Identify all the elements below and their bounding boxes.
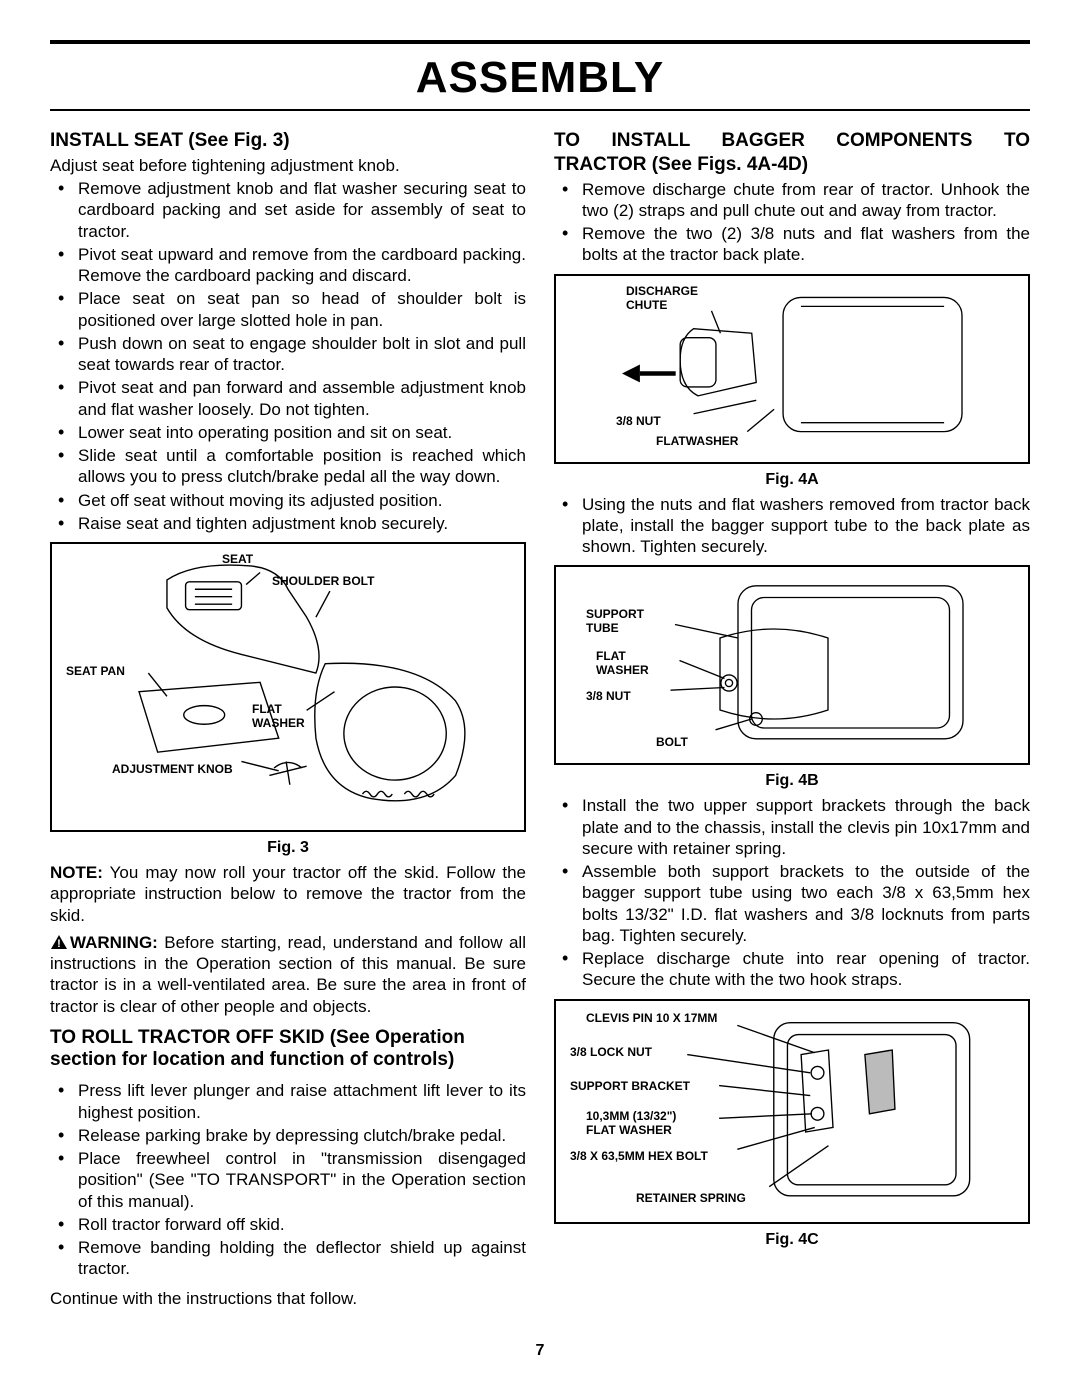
figure-3-box: SEAT SHOULDER BOLT SEAT PAN FLAT WASHER … bbox=[50, 542, 526, 832]
list-item: Lower seat into operating position and s… bbox=[50, 422, 526, 443]
list-item: Remove banding holding the deflector shi… bbox=[50, 1237, 526, 1280]
list-item: Press lift lever plunger and raise attac… bbox=[50, 1080, 526, 1123]
fig4a-label-nut: 3/8 NUT bbox=[616, 414, 661, 429]
continue-text: Continue with the instructions that foll… bbox=[50, 1288, 526, 1309]
list-item: Push down on seat to engage shoulder bol… bbox=[50, 333, 526, 376]
bagger-steps-1: Remove discharge chute from rear of trac… bbox=[554, 179, 1030, 266]
figure-4c-box: CLEVIS PIN 10 X 17MM 3/8 LOCK NUT SUPPOR… bbox=[554, 999, 1030, 1224]
fig3-label-seat-pan: SEAT PAN bbox=[66, 664, 125, 679]
list-item: Pivot seat and pan forward and assemble … bbox=[50, 377, 526, 420]
note-paragraph: NOTE: You may now roll your tractor off … bbox=[50, 862, 526, 926]
fig4a-label-chute: CHUTE bbox=[626, 298, 667, 313]
list-item: Assemble both support brackets to the ou… bbox=[554, 861, 1030, 946]
list-item: Pivot seat upward and remove from the ca… bbox=[50, 244, 526, 287]
bagger-heading-line1: TO INSTALL BAGGER COMPONENTS TO bbox=[554, 129, 1030, 153]
fig4c-label-hexbolt: 3/8 X 63,5MM HEX BOLT bbox=[570, 1149, 708, 1164]
list-item: Remove adjustment knob and flat washer s… bbox=[50, 178, 526, 242]
list-item: Remove the two (2) 3/8 nuts and flat was… bbox=[554, 223, 1030, 266]
svg-text:!: ! bbox=[57, 938, 61, 950]
fig4b-label-support: SUPPORT bbox=[586, 607, 644, 622]
list-item: Install the two upper support brackets t… bbox=[554, 795, 1030, 859]
fig4b-label-tube: TUBE bbox=[586, 621, 619, 636]
roll-tractor-steps: Press lift lever plunger and raise attac… bbox=[50, 1080, 526, 1279]
left-column: INSTALL SEAT (See Fig. 3) Adjust seat be… bbox=[50, 125, 526, 1311]
list-item: Using the nuts and flat washers removed … bbox=[554, 494, 1030, 558]
two-column-layout: INSTALL SEAT (See Fig. 3) Adjust seat be… bbox=[50, 125, 1030, 1311]
list-item: Slide seat until a comfortable position … bbox=[50, 445, 526, 488]
roll-tractor-heading: TO ROLL TRACTOR OFF SKID (See Operation … bbox=[50, 1027, 526, 1071]
fig4a-label-discharge: DISCHARGE bbox=[626, 284, 698, 299]
install-seat-heading: INSTALL SEAT (See Fig. 3) bbox=[50, 129, 526, 153]
warning-paragraph: ! WARNING: Before starting, read, unders… bbox=[50, 932, 526, 1017]
figure-4b-box: SUPPORT TUBE FLAT WASHER 3/8 NUT BOLT bbox=[554, 565, 1030, 765]
bagger-steps-2: Using the nuts and flat washers removed … bbox=[554, 494, 1030, 558]
figure-4a-box: DISCHARGE CHUTE 3/8 NUT FLATWASHER bbox=[554, 274, 1030, 464]
warning-icon: ! bbox=[50, 934, 68, 950]
page-title: ASSEMBLY bbox=[50, 44, 1030, 109]
fig3-label-washer: WASHER bbox=[252, 716, 305, 731]
page-number: 7 bbox=[50, 1341, 1030, 1361]
fig4b-label-washer: WASHER bbox=[596, 663, 649, 678]
fig4c-label-bracket: SUPPORT BRACKET bbox=[570, 1079, 690, 1094]
install-seat-steps: Remove adjustment knob and flat washer s… bbox=[50, 178, 526, 534]
fig3-caption: Fig. 3 bbox=[50, 838, 526, 858]
fig4a-label-flatwasher: FLATWASHER bbox=[656, 434, 738, 449]
install-seat-intro: Adjust seat before tightening adjustment… bbox=[50, 155, 526, 176]
list-item: Release parking brake by depressing clut… bbox=[50, 1125, 526, 1146]
list-item: Place seat on seat pan so head of should… bbox=[50, 288, 526, 331]
list-item: Place freewheel control in "transmission… bbox=[50, 1148, 526, 1212]
fig4c-label-spring: RETAINER SPRING bbox=[636, 1191, 746, 1206]
fig4b-label-nut: 3/8 NUT bbox=[586, 689, 631, 704]
fig4b-label-bolt: BOLT bbox=[656, 735, 688, 750]
list-item: Roll tractor forward off skid. bbox=[50, 1214, 526, 1235]
right-column: TO INSTALL BAGGER COMPONENTS TO TRACTOR … bbox=[554, 125, 1030, 1311]
list-item: Remove discharge chute from rear of trac… bbox=[554, 179, 1030, 222]
fig4b-label-flat: FLAT bbox=[596, 649, 626, 664]
fig3-label-adj-knob: ADJUSTMENT KNOB bbox=[112, 762, 233, 777]
list-item: Replace discharge chute into rear openin… bbox=[554, 948, 1030, 991]
fig4c-label-locknut: 3/8 LOCK NUT bbox=[570, 1045, 652, 1060]
fig4c-caption: Fig. 4C bbox=[554, 1230, 1030, 1250]
note-text: You may now roll your tractor off the sk… bbox=[50, 863, 526, 925]
fig4a-caption: Fig. 4A bbox=[554, 470, 1030, 490]
title-underline bbox=[50, 109, 1030, 111]
fig3-label-flat: FLAT bbox=[252, 702, 282, 717]
fig4c-label-clevis: CLEVIS PIN 10 X 17MM bbox=[586, 1011, 717, 1026]
fig3-label-seat: SEAT bbox=[222, 552, 253, 567]
fig3-label-shoulder-bolt: SHOULDER BOLT bbox=[272, 574, 374, 589]
warning-label: WARNING: bbox=[70, 933, 158, 952]
list-item: Get off seat without moving its adjusted… bbox=[50, 490, 526, 511]
fig3-illustration bbox=[60, 552, 516, 822]
bagger-heading-line2: TRACTOR (See Figs. 4A-4D) bbox=[554, 153, 1030, 177]
fig4b-caption: Fig. 4B bbox=[554, 771, 1030, 791]
fig4c-label-fw1: 10,3MM (13/32") bbox=[586, 1109, 676, 1124]
bagger-steps-3: Install the two upper support brackets t… bbox=[554, 795, 1030, 990]
note-label: NOTE: bbox=[50, 863, 103, 882]
fig4c-label-fw2: FLAT WASHER bbox=[586, 1123, 672, 1138]
list-item: Raise seat and tighten adjustment knob s… bbox=[50, 513, 526, 534]
